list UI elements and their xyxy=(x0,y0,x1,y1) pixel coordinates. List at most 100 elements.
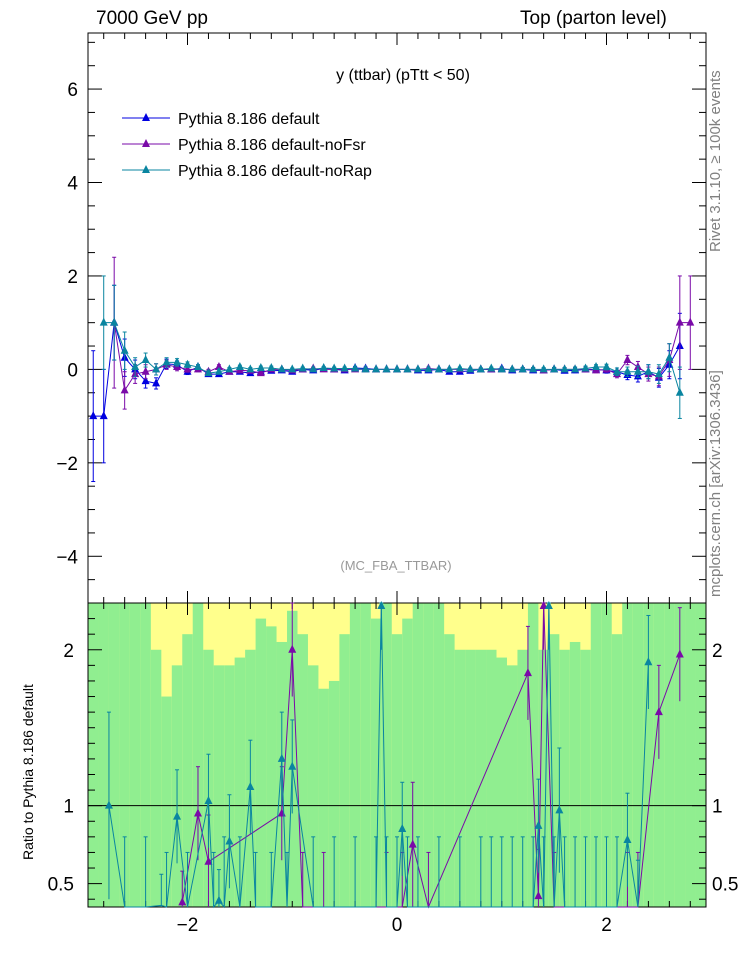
ratio-point xyxy=(534,891,543,900)
data-point xyxy=(183,364,192,373)
data-point xyxy=(424,364,433,373)
band-green xyxy=(632,603,644,907)
band-green xyxy=(349,603,361,907)
ratio-point xyxy=(398,824,407,833)
ratio-point xyxy=(544,601,553,609)
data-point xyxy=(623,366,632,375)
data-point xyxy=(476,364,485,373)
data-point xyxy=(550,364,559,373)
ratio-point xyxy=(193,808,202,817)
y-tick-label: 6 xyxy=(67,80,78,101)
data-point xyxy=(246,364,255,373)
data-point xyxy=(351,363,360,372)
data-point xyxy=(508,364,517,373)
band-green xyxy=(140,603,152,907)
y-tick-label: 0 xyxy=(67,360,78,381)
band-green xyxy=(423,603,435,907)
data-point xyxy=(497,364,506,373)
data-point xyxy=(455,363,464,372)
data-point xyxy=(288,364,297,373)
ratio-point xyxy=(277,753,286,762)
x-tick-label: 2 xyxy=(601,915,612,936)
band-green xyxy=(161,696,173,907)
band-green xyxy=(213,665,225,907)
data-point xyxy=(141,366,150,375)
x-tick-label: 0 xyxy=(392,915,403,936)
band-green xyxy=(601,603,613,907)
y-tick-label: 0.5 xyxy=(48,875,74,896)
band-green xyxy=(307,665,319,907)
band-green xyxy=(454,649,466,907)
y-tick-label: 0.5 xyxy=(712,875,738,896)
data-point xyxy=(518,364,527,373)
band-green xyxy=(590,603,602,907)
legend-label: Pythia 8.186 default xyxy=(178,111,320,128)
data-point xyxy=(152,378,161,387)
data-point xyxy=(675,317,684,326)
data-point xyxy=(623,355,632,364)
ratio-point xyxy=(225,836,234,845)
data-point xyxy=(235,362,244,371)
ratio-point xyxy=(675,649,684,658)
data-point xyxy=(152,364,161,373)
band-green xyxy=(465,649,477,907)
band-green xyxy=(611,634,623,907)
data-point xyxy=(298,363,307,372)
data-point xyxy=(393,364,401,373)
band-green xyxy=(98,603,110,907)
band-green xyxy=(412,603,424,907)
ratio-point xyxy=(408,839,417,848)
data-point xyxy=(529,364,538,373)
band-green xyxy=(150,649,162,907)
ratio-point xyxy=(644,657,653,666)
ratio-point xyxy=(654,707,663,716)
data-point xyxy=(319,362,328,371)
band-green xyxy=(559,649,571,907)
legend-label: Pythia 8.186 default-noFsr xyxy=(178,137,366,154)
data-point xyxy=(267,362,276,371)
band-green xyxy=(360,603,372,907)
band-green xyxy=(234,657,246,907)
y-tick-label: 1 xyxy=(712,797,723,818)
ratio-point xyxy=(539,601,548,609)
data-point xyxy=(277,364,286,373)
legend-label: Pythia 8.186 default-noRap xyxy=(178,163,372,180)
data-point xyxy=(309,364,318,373)
data-point xyxy=(183,359,192,368)
data-point xyxy=(214,366,223,375)
ratio-point xyxy=(173,811,182,820)
header-left: 7000 GeV pp xyxy=(96,8,208,29)
data-point xyxy=(633,366,642,375)
series-noRap xyxy=(101,275,682,419)
data-point xyxy=(131,362,140,371)
band-green xyxy=(129,603,141,907)
data-point xyxy=(256,362,265,371)
band-green xyxy=(569,641,581,907)
y-tick-label: 2 xyxy=(67,267,78,288)
band-green xyxy=(88,603,99,907)
legend-marker xyxy=(142,113,150,121)
band-green xyxy=(119,603,131,907)
series-line xyxy=(113,322,691,392)
legend-marker xyxy=(142,165,150,173)
data-point xyxy=(560,364,569,373)
data-point xyxy=(539,364,548,373)
data-point xyxy=(665,352,674,361)
data-point xyxy=(330,363,339,372)
data-point xyxy=(602,362,611,371)
band-green xyxy=(517,649,529,907)
data-point xyxy=(204,368,213,377)
band-green xyxy=(339,634,351,907)
data-point xyxy=(225,364,234,373)
series-noFsr xyxy=(112,256,693,410)
band-green xyxy=(664,603,676,907)
data-point xyxy=(403,364,412,373)
legend-marker xyxy=(142,139,150,147)
y-tick-label: 4 xyxy=(67,174,78,195)
band-green xyxy=(318,688,330,907)
band-green xyxy=(538,649,550,907)
band-green xyxy=(255,618,267,907)
band-green xyxy=(328,680,340,907)
ratio-point xyxy=(104,800,113,809)
data-point xyxy=(141,355,150,364)
